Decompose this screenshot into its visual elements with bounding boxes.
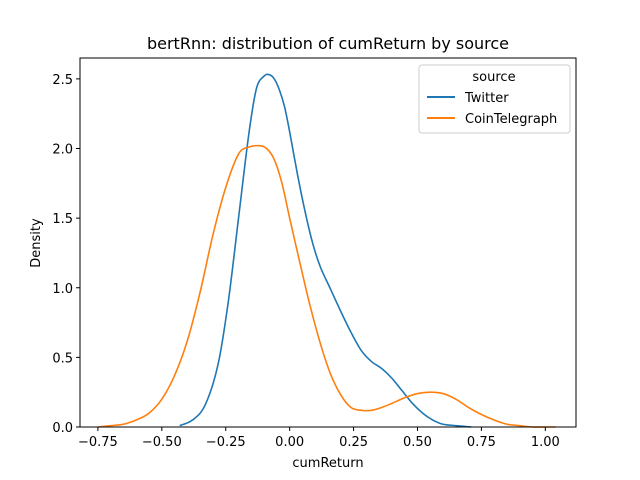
y-axis: 0.0 0.5 1.0 1.5 2.0 2.5 [52,73,80,436]
x-tick-label: 0.50 [403,435,432,450]
y-tick-label: 1.0 [52,282,73,297]
series-line-cointelegraph [97,144,556,428]
x-tick-label: −0.25 [206,435,246,450]
y-tick-label: 2.5 [52,73,73,88]
y-axis-label: Density [29,218,44,268]
y-tick-label: 2.0 [52,143,73,158]
legend-label-twitter: Twitter [464,91,509,106]
x-tick-label: 0.25 [339,435,368,450]
y-tick-label: 1.5 [52,212,73,227]
x-tick-label: 0.75 [467,435,496,450]
y-tick-label: 0.0 [52,421,73,436]
plot-lines [97,73,556,428]
y-tick-label: 0.5 [52,351,73,366]
x-tick-label: −0.75 [78,435,118,450]
x-axis-label: cumReturn [292,456,363,471]
legend-label-cointelegraph: CoinTelegraph [465,112,557,127]
x-tick-label: −0.50 [142,435,182,450]
chart-title: bertRnn: distribution of cumReturn by so… [147,34,509,53]
x-tick-label: 0.00 [275,435,304,450]
legend: source Twitter CoinTelegraph [418,64,571,134]
legend-title: source [472,70,515,85]
x-axis: −0.75 −0.50 −0.25 0.00 0.25 0.50 0.75 1.00 [78,427,560,450]
legend-box [418,64,571,134]
plot-frame [79,57,577,428]
x-tick-label: 1.00 [531,435,560,450]
series-line-twitter [179,73,472,428]
